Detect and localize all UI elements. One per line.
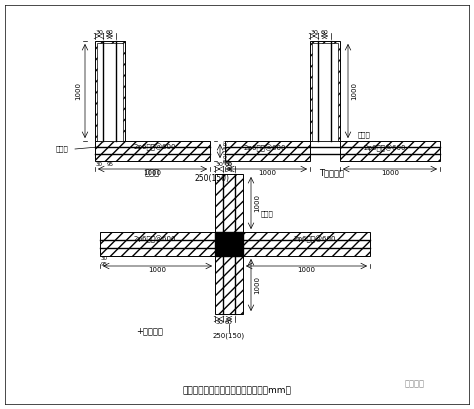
Bar bbox=[95, 41, 125, 141]
Text: +字搭头处: +字搭头处 bbox=[137, 326, 164, 335]
Text: 250(150): 250(150) bbox=[213, 333, 245, 339]
Text: 构造柱水平拉结筋布置（图中单位为mm）: 构造柱水平拉结筋布置（图中单位为mm） bbox=[182, 387, 292, 396]
Bar bbox=[243, 232, 370, 256]
Bar bbox=[97, 43, 123, 141]
Bar bbox=[312, 43, 338, 141]
Text: 1000: 1000 bbox=[381, 170, 399, 176]
Text: 构造柱: 构造柱 bbox=[358, 132, 371, 138]
Text: 60: 60 bbox=[106, 29, 113, 34]
Text: T字搭头处: T字搭头处 bbox=[319, 169, 345, 178]
Text: 构造柱: 构造柱 bbox=[261, 211, 274, 217]
Text: 2φ6钢筋@600: 2φ6钢筋@600 bbox=[244, 144, 286, 152]
Text: 30: 30 bbox=[215, 162, 223, 168]
Text: 450(150): 450(150) bbox=[224, 138, 228, 164]
Bar bbox=[95, 141, 210, 161]
Text: 2φ6钢筋@600: 2φ6钢筋@600 bbox=[134, 143, 176, 151]
Text: 2φ6钢筋@600: 2φ6钢筋@600 bbox=[364, 144, 406, 152]
Text: 60: 60 bbox=[225, 321, 233, 326]
Text: 1000: 1000 bbox=[144, 170, 162, 176]
Text: 转角处: 转角处 bbox=[145, 169, 159, 178]
Text: 30: 30 bbox=[226, 162, 233, 166]
Text: 95: 95 bbox=[107, 162, 113, 166]
Text: 60: 60 bbox=[225, 162, 233, 168]
Text: 1000: 1000 bbox=[148, 267, 166, 273]
Text: 1000: 1000 bbox=[258, 170, 276, 176]
Text: 易筑施工: 易筑施工 bbox=[405, 380, 425, 389]
Bar bbox=[215, 256, 243, 314]
Text: 2φ6钢筋@600: 2φ6钢筋@600 bbox=[294, 235, 336, 243]
Text: 30: 30 bbox=[100, 256, 108, 261]
Text: 250(150): 250(150) bbox=[194, 175, 229, 184]
Text: 30: 30 bbox=[310, 29, 318, 34]
Bar bbox=[215, 174, 243, 232]
Text: 1000: 1000 bbox=[255, 194, 261, 212]
Text: 2φ6钢筋@600: 2φ6钢筋@600 bbox=[134, 235, 176, 243]
Bar bbox=[340, 141, 440, 161]
Bar bbox=[215, 232, 243, 256]
Text: 1000: 1000 bbox=[75, 82, 82, 100]
Text: 构造柱: 构造柱 bbox=[55, 146, 68, 152]
Bar bbox=[100, 232, 215, 256]
Text: 95: 95 bbox=[100, 261, 108, 267]
Text: 1000: 1000 bbox=[298, 267, 316, 273]
Text: 60: 60 bbox=[320, 29, 328, 34]
Text: 1000: 1000 bbox=[255, 276, 261, 294]
Text: 30: 30 bbox=[95, 29, 103, 34]
Text: 30: 30 bbox=[95, 162, 102, 166]
Text: 1000: 1000 bbox=[352, 82, 357, 100]
Bar bbox=[310, 41, 340, 141]
Text: 30: 30 bbox=[215, 321, 223, 326]
Bar bbox=[225, 141, 310, 161]
